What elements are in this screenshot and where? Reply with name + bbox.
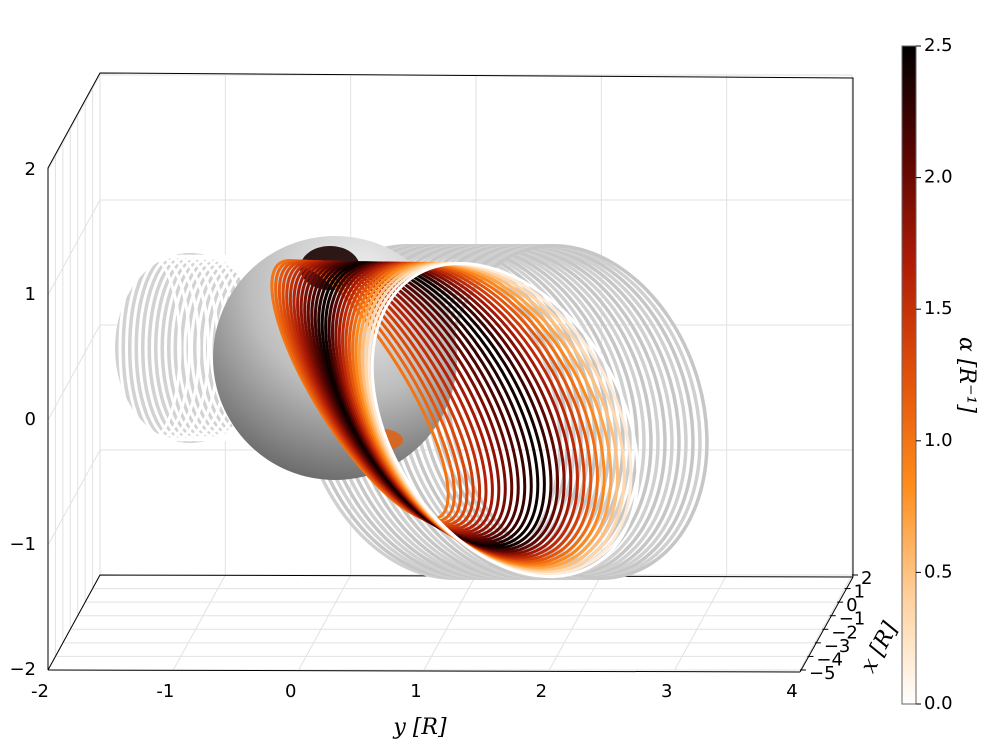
y-tick-label: -2 [31,681,49,702]
x-tick-label: −1 [839,609,866,630]
z-tick-label: −1 [9,534,36,555]
y-tick-label: 3 [661,681,672,702]
z-tick-label: −2 [9,659,36,680]
x-tick-label: 2 [861,568,872,589]
field-line [138,254,210,442]
colorbar-tick-label: 0.0 [924,693,953,714]
colorbar-tick-label: 2.5 [924,35,953,56]
y-tick-label: 2 [536,681,547,702]
field-line [370,261,640,579]
x-tick-label: −4 [816,649,843,670]
field-line [403,244,667,580]
x-tick-label: −5 [809,663,836,684]
y-tick-label: -1 [156,681,174,702]
x-tick-label: 0 [846,595,857,616]
field-line [417,244,681,580]
field-line [410,244,674,580]
z-tick-label: 0 [25,409,36,430]
axis-frame [47,72,854,670]
colorbar-label: α [R⁻¹] [954,337,979,413]
grid-line [799,75,853,671]
x-tick-label: −3 [824,636,851,657]
y-tick-label: 0 [285,681,296,702]
axis-frame [47,669,801,673]
colorbar [901,45,917,705]
z-tick-label: 2 [25,159,36,180]
colorbar-tick-label: 1.5 [924,298,953,319]
z-tick-label: 1 [25,284,36,305]
colorbar-tick-label: 2.0 [924,167,953,188]
x-tick-label: 1 [854,582,865,603]
grid-line [47,74,852,171]
field-line [438,244,702,580]
colorbar-tick-label: 1.0 [924,430,953,451]
field-line [424,244,688,580]
field-line [125,254,191,442]
y-tick-label: 1 [410,681,421,702]
y-axis-label: y [R] [392,715,447,740]
y-tick-label: 4 [786,681,797,702]
colorbar-tick-label: 0.5 [924,561,953,582]
field-line [431,244,695,580]
x-tick-label: −2 [831,622,858,643]
